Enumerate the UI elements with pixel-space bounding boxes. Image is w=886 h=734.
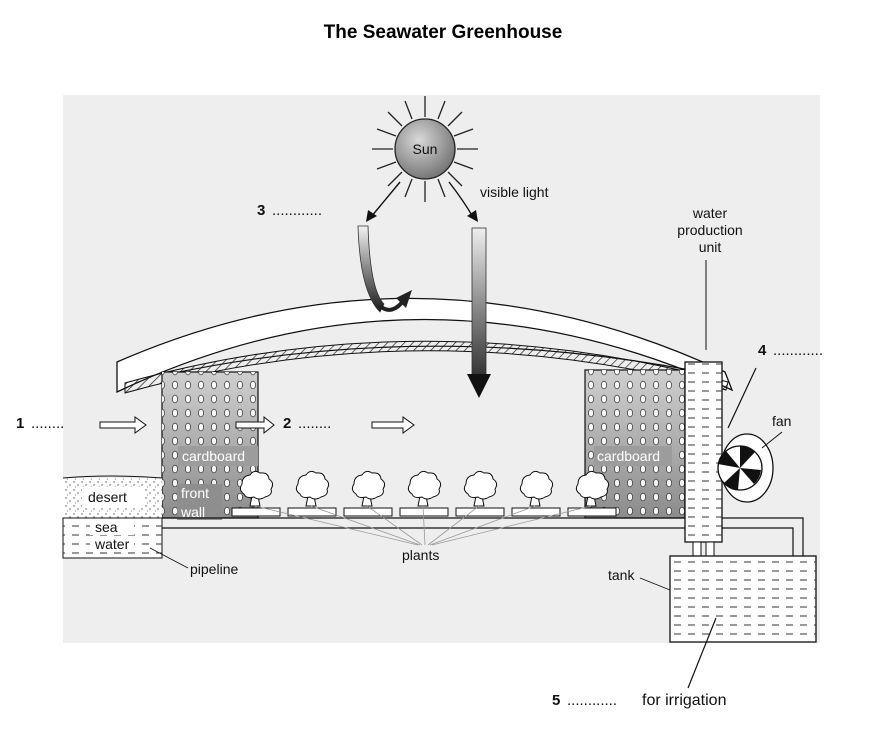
- tank: [669, 555, 817, 643]
- front-wall-label-2: wall: [180, 504, 205, 520]
- water-production-label-1: water: [692, 205, 728, 221]
- blank-4-dots: ............: [773, 342, 823, 359]
- plants-pointer-lines: [254, 505, 592, 546]
- front-wall-label-1: front: [181, 485, 209, 501]
- light-beam: [471, 227, 487, 377]
- plants: [231, 470, 617, 517]
- water-production-unit: [684, 361, 723, 559]
- water-production-label-3: unit: [699, 239, 722, 255]
- water-production-label-2: production: [677, 222, 742, 238]
- blank-2-number: 2: [283, 415, 291, 432]
- plants-label: plants: [402, 547, 439, 563]
- blank-2-dots: ........: [298, 415, 331, 432]
- cardboard-left-label: cardboard: [182, 448, 245, 464]
- tank-label: tank: [608, 567, 635, 583]
- arrowhead-right: [467, 210, 478, 222]
- sun-icon: [372, 96, 478, 202]
- blank-1-dots: ........: [31, 415, 64, 432]
- page-title: The Seawater Greenhouse: [324, 22, 563, 43]
- fan-label: fan: [772, 413, 791, 429]
- blank-4-number: 4: [758, 342, 767, 359]
- blank-3-number: 3: [257, 202, 265, 219]
- desert-label: desert: [88, 489, 127, 505]
- blank-3-dots: ............: [272, 202, 322, 219]
- arrowhead-left: [366, 210, 377, 222]
- pipeline-label: pipeline: [190, 561, 238, 577]
- cardboard-right-label: cardboard: [597, 448, 660, 464]
- sun-label: Sun: [413, 141, 438, 157]
- irrigation-label: for irrigation: [642, 692, 726, 709]
- greenhouse-roof: [116, 297, 734, 394]
- sea-water-label-1: sea: [95, 519, 118, 535]
- heat-beam: [357, 225, 385, 313]
- blank-5-number: 5: [552, 692, 560, 709]
- visible-light-label: visible light: [480, 184, 549, 200]
- blank-5-dots: ............: [567, 692, 617, 709]
- light-arrowhead: [467, 374, 491, 398]
- fan-icon: [717, 431, 783, 503]
- sea-water-label-2: water: [94, 536, 130, 552]
- blank-1-number: 1: [16, 415, 24, 432]
